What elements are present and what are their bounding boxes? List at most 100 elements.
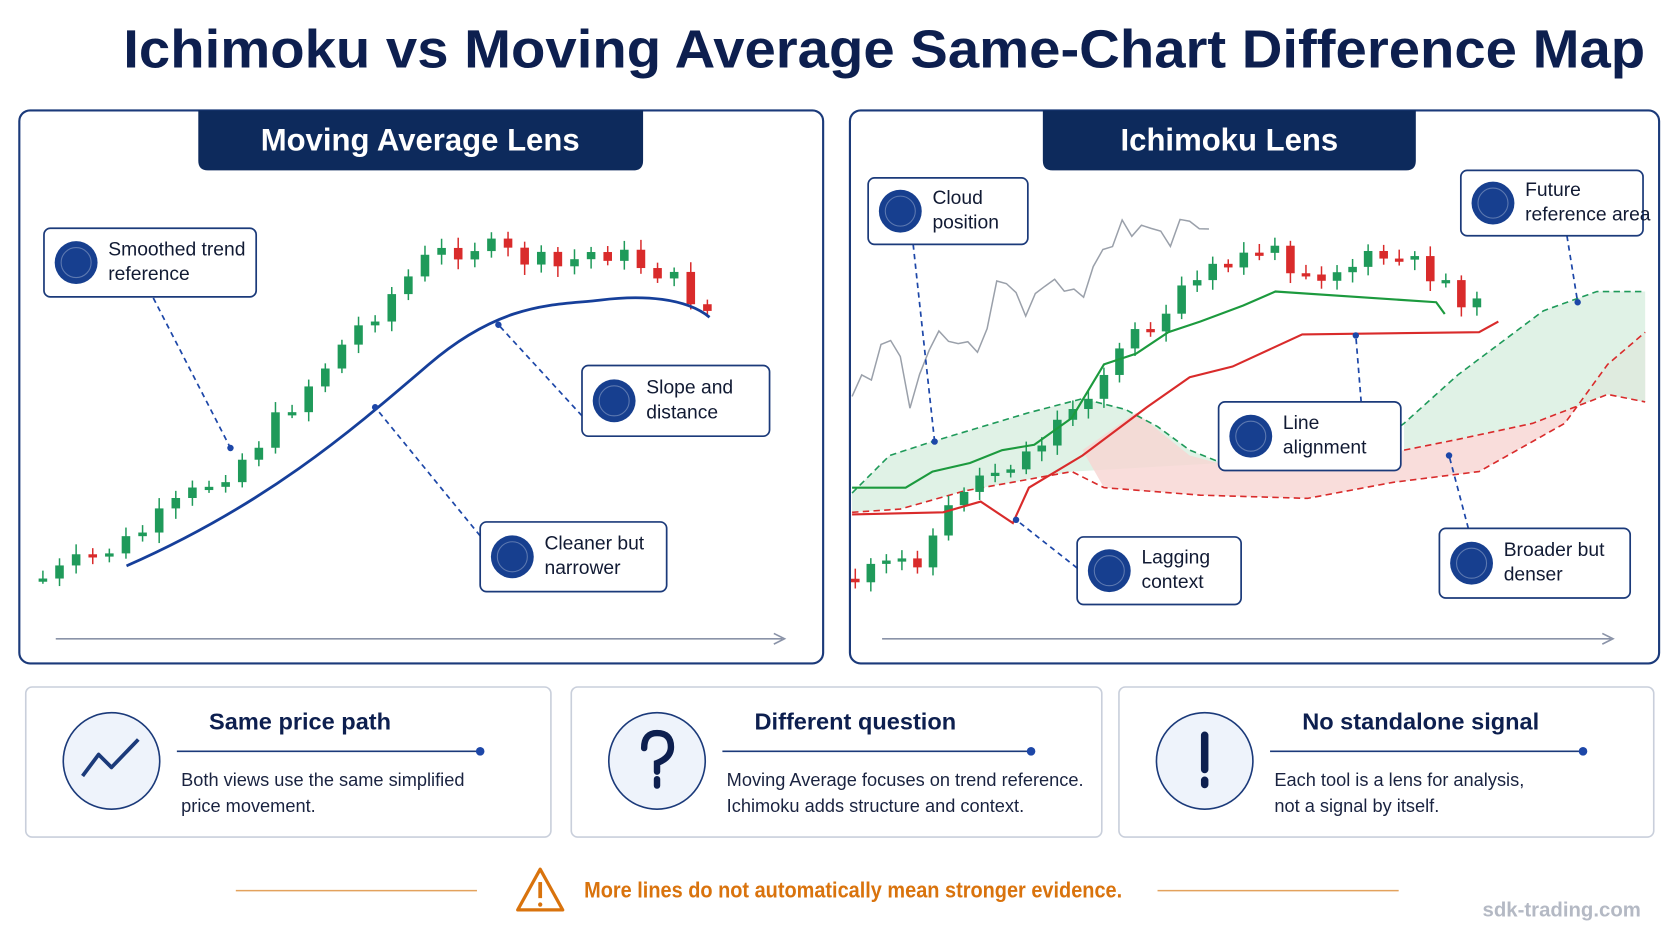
card-rule-dot xyxy=(475,747,485,756)
candle-body xyxy=(1161,313,1171,332)
warning-icon xyxy=(538,902,543,907)
candle-body xyxy=(204,486,214,491)
card-icon-glyph xyxy=(640,729,675,789)
footer: sdk-trading.com xyxy=(1483,899,1641,921)
callout-connector xyxy=(1448,455,1470,529)
candle-body xyxy=(866,563,876,583)
connector-tip xyxy=(495,321,502,328)
candle-body xyxy=(1192,280,1202,286)
candle-body xyxy=(1301,273,1311,277)
card-title: No standalone signal xyxy=(1302,709,1539,735)
cloud-green xyxy=(1404,291,1646,451)
candle-body xyxy=(1115,348,1124,375)
candle-body xyxy=(221,482,230,487)
callout-connector xyxy=(912,244,936,442)
candle-body xyxy=(1394,258,1404,262)
candle-body xyxy=(121,536,131,554)
candle-body xyxy=(1130,329,1140,349)
candle-body xyxy=(254,447,264,460)
connector-tip xyxy=(1445,452,1453,459)
card-text: Both views use the same simplified xyxy=(181,770,464,790)
connector-tip xyxy=(1012,516,1020,524)
callout-connector xyxy=(374,406,481,537)
candle-body xyxy=(520,247,529,265)
page-title: Ichimoku vs Moving Average Same-Chart Di… xyxy=(123,20,1645,80)
panel-tab xyxy=(1042,110,1416,171)
conversion-line xyxy=(852,290,1446,489)
axis-arrow xyxy=(773,632,787,645)
candle-body xyxy=(38,578,48,582)
callout-text: Cloud xyxy=(932,188,982,209)
candle-body xyxy=(420,254,430,277)
callout-icon xyxy=(1087,549,1131,593)
callout-icon-ring xyxy=(1235,420,1267,452)
candle-body xyxy=(1053,419,1062,446)
candle-body xyxy=(851,578,860,583)
candle-body xyxy=(1472,298,1482,308)
card-rule-dot xyxy=(1578,747,1588,756)
card-text: Moving Average focuses on trend referenc… xyxy=(727,770,1084,790)
panel-tab xyxy=(198,110,644,171)
candle-body xyxy=(138,532,147,537)
candle-body xyxy=(1332,272,1342,281)
callout-text: narrower xyxy=(544,558,621,579)
candle-body xyxy=(88,554,98,558)
connector-tip xyxy=(371,404,379,411)
candle-body xyxy=(370,321,380,326)
candle-body xyxy=(503,238,513,248)
callout-icon xyxy=(592,379,636,423)
cloud-edge xyxy=(1403,393,1646,451)
candle-body xyxy=(1146,329,1155,333)
card xyxy=(1118,686,1655,838)
callout-text: reference xyxy=(108,264,189,285)
candle-body xyxy=(975,475,984,492)
card xyxy=(570,686,1103,838)
candle-body xyxy=(1099,374,1109,399)
card-title: Different question xyxy=(755,709,957,735)
callout-icon-ring xyxy=(884,195,916,227)
charts xyxy=(38,218,1646,592)
callout-icon-ring xyxy=(60,247,92,279)
card-text: not a signal by itself. xyxy=(1274,796,1439,816)
candle-body xyxy=(470,251,480,260)
candle-body xyxy=(653,268,662,279)
lagging-span xyxy=(851,218,1209,409)
candle-body xyxy=(536,251,546,265)
callout-icon-ring xyxy=(1477,187,1509,219)
candle-body xyxy=(1441,280,1451,284)
candle-body xyxy=(882,560,891,564)
warning-icon xyxy=(516,867,565,912)
candle-body xyxy=(553,251,563,267)
candle-body xyxy=(287,412,297,416)
card-text: Each tool is a lens for analysis, xyxy=(1274,770,1524,790)
connector-tip xyxy=(227,444,234,452)
panel-title: Moving Average Lens xyxy=(261,123,580,158)
callout-icon-ring xyxy=(1456,547,1488,579)
callout-box xyxy=(581,364,771,438)
candle-body xyxy=(603,252,613,261)
callout-icon xyxy=(878,189,922,233)
callout-icon xyxy=(54,241,98,285)
candle-body xyxy=(237,459,247,483)
callout-text: reference area xyxy=(1525,205,1651,226)
candle-body xyxy=(437,247,446,255)
candle-body xyxy=(990,472,1000,477)
candle-body xyxy=(928,535,938,568)
callout-connector xyxy=(1354,335,1363,402)
candle-body xyxy=(154,508,164,533)
callout-text: Lagging xyxy=(1141,547,1210,568)
callout-icon-ring xyxy=(598,385,630,417)
callout-text: position xyxy=(932,213,998,234)
candle-body xyxy=(321,368,330,387)
card-icon-glyph xyxy=(81,738,140,778)
callout-icon-ring xyxy=(1093,555,1125,587)
candle-body xyxy=(1223,263,1233,268)
callout-text: Broader but xyxy=(1504,540,1605,561)
candle-body xyxy=(1457,280,1466,308)
candle-body xyxy=(1379,250,1388,259)
callout-text: Line xyxy=(1283,413,1319,434)
callout-box xyxy=(479,521,668,593)
callout-text: Cleaner but xyxy=(544,534,644,555)
card-title: Same price path xyxy=(209,709,391,735)
